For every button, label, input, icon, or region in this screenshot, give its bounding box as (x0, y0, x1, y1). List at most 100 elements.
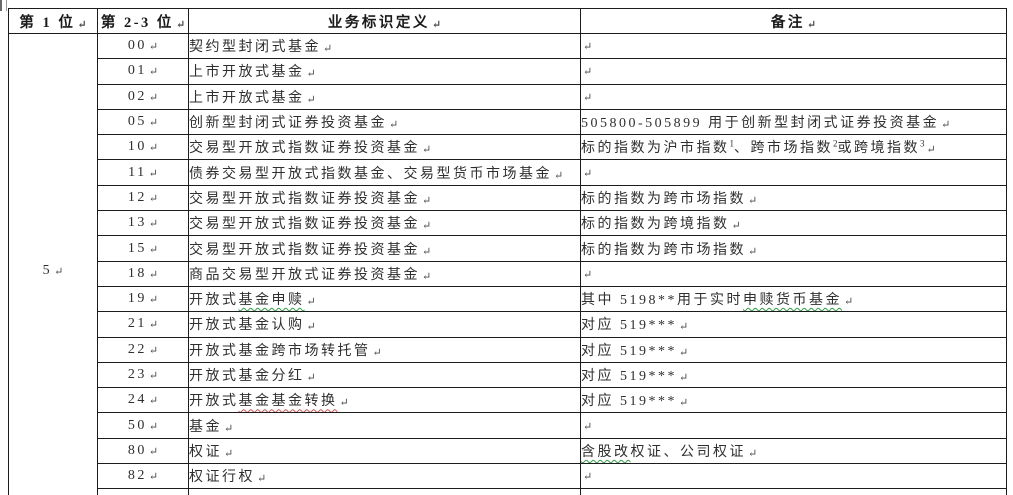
definition-cell: 商品交易型开放式证券投资基金 ↵ (188, 260, 581, 287)
table-row: 22 ↵ 开放式基金跨市场转托管 ↵ 对应 519*** ↵ (9, 336, 1007, 363)
code-value: 80 (127, 442, 147, 458)
table-row: 23 ↵ 开放式基金分红 ↵ 对应 519*** ↵ (9, 361, 1007, 389)
footnote-superscript: 2 (833, 138, 838, 149)
return-mark: ↵ (175, 18, 186, 31)
header-label: 第 1 位 (19, 14, 76, 31)
return-mark: ↵ (554, 169, 564, 182)
code-cell: 12 ↵ (97, 184, 189, 212)
text-segment: 交易型开放式指数证券投资基金 (189, 217, 420, 233)
code-value: 23 (127, 367, 147, 382)
text-segment: 标的指数为跨市场指数 (581, 191, 746, 207)
return-mark: ↵ (844, 296, 854, 309)
return-mark: ↵ (54, 266, 64, 279)
text-segment: 债券交易型开放式指数基金、交易型货币市场基金 (189, 166, 552, 182)
return-mark: ↵ (422, 144, 432, 157)
text-segment: 505800-505899 用于创新型封闭式证券投资基金 (581, 116, 940, 132)
definition-cell: 交易型开放式指数证券投资基金 ↵ (188, 210, 581, 237)
return-mark: ↵ (148, 66, 159, 79)
return-mark: ↵ (148, 344, 159, 357)
return-mark: ↵ (306, 321, 316, 334)
code-cell: 01 ↵ (97, 58, 189, 85)
text-segment: 标的指数为沪市指数 (581, 141, 730, 157)
text-segment: 或跨境指数 (837, 141, 920, 157)
return-mark: ↵ (926, 144, 936, 157)
code-cell: 19 ↵ (97, 285, 189, 313)
return-mark: ↵ (148, 91, 159, 104)
text-segment: 基金 (189, 419, 222, 435)
code-cell: 18 ↵ (97, 260, 189, 287)
return-mark: ↵ (148, 471, 159, 484)
text-segment: 对应 519*** (581, 343, 677, 359)
text-segment: 开放式基金认购 (189, 318, 305, 334)
text-segment: 权证行权 (189, 470, 255, 486)
code-cell: 23 ↵ (97, 361, 189, 389)
definition-cell: 权证 ↵ (188, 437, 581, 465)
return-mark: ↵ (748, 194, 758, 207)
table-body: 5 ↵ 00 ↵ 契约型封闭式基金 ↵ ↵ 01 ↵ 上市开放式基金 ↵ ↵ 02 ↵ 上市开放式基金 ↵ ↵ 0… (8, 32, 1007, 495)
code-cell: 21 ↵ (97, 311, 189, 338)
code-cell: 15 ↵ (97, 235, 189, 262)
return-mark: ↵ (748, 447, 758, 460)
return-mark: ↵ (224, 447, 234, 460)
code-value: 01 (127, 63, 147, 79)
return-mark: ↵ (583, 471, 593, 484)
return-mark: ↵ (148, 167, 158, 180)
definition-cell: 开放式基金申赎 ↵ (188, 285, 581, 313)
return-mark: ↵ (257, 473, 267, 486)
text-segment: 契约型封闭式基金 (189, 40, 321, 56)
remark-cell: 505800-505899 用于创新型封闭式证券投资基金 ↵ (580, 108, 1007, 136)
first-digit-value: 5 (42, 263, 53, 279)
return-mark: ↵ (148, 142, 159, 155)
text-segment: 上市开放式基金 (189, 90, 305, 106)
footnote-superscript: 1 (729, 138, 735, 149)
table-row: 10 ↵ 交易型开放式指数证券投资基金 ↵ 标的指数为沪市指数1、跨市场指数2或跨境指数… (9, 134, 1007, 161)
footnote-superscript: 3 (920, 138, 925, 149)
return-mark: ↵ (306, 296, 316, 309)
text-segment: 开放式 (189, 394, 239, 410)
text-segment: 权证 (189, 444, 222, 460)
return-mark: ↵ (679, 397, 689, 410)
definition-cell: 契约型封闭式基金 ↵ (188, 32, 581, 60)
return-mark: ↵ (148, 41, 159, 54)
remark-cell: ↵ (580, 260, 1007, 287)
table-row: 80 ↵ 权证 ↵ 含股改权证、公司权证 ↵ (9, 437, 1007, 465)
return-mark: ↵ (422, 220, 432, 233)
spellcheck-segment: 含股改 (581, 444, 631, 460)
remark-cell: ↵ (580, 463, 1007, 490)
remark-cell: 其中 5198**用于实时申赎货币基金 ↵ (580, 285, 1007, 313)
code-value: 15 (127, 240, 147, 256)
return-mark: ↵ (679, 321, 689, 334)
header-row: 第 1 位 ↵ 第 2-3 位 ↵ 业务标识定义 ↵ 备注 ↵ (8, 8, 1007, 34)
code-cell: 00 ↵ (97, 32, 189, 60)
text-segment: 标的指数为跨境指数 (581, 217, 730, 233)
code-cell: 82 ↵ (97, 463, 189, 490)
remark-cell: 标的指数为跨市场指数 ↵ (580, 184, 1007, 212)
return-mark: ↵ (148, 192, 159, 205)
remark-cell: ↵ (580, 159, 1007, 186)
text-segment: 商品交易型开放式证券投资基金 (189, 267, 420, 283)
code-value: 00 (127, 38, 147, 54)
header-label: 备注 (770, 14, 805, 31)
code-cell: 22 ↵ (97, 336, 189, 363)
return-mark: ↵ (148, 218, 159, 231)
definition-cell: 交易型开放式指数证券投资基金 ↵ (188, 235, 581, 262)
code-value: 82 (127, 468, 147, 484)
code-value: 24 (127, 392, 147, 408)
return-mark: ↵ (372, 346, 382, 359)
table-row: 01 ↵ 上市开放式基金 ↵ ↵ (9, 58, 1007, 85)
definition-cell: 权证行权 ↵ (188, 463, 581, 490)
header-remark: 备注 ↵ (580, 8, 1007, 34)
text-segment: 权证、公司权证 (630, 444, 746, 460)
definition-cell: 开放式基金基金转换 ↵ (188, 387, 581, 414)
remark-cell: ↵ (580, 83, 1007, 110)
return-mark: ↵ (748, 245, 758, 258)
code-value: 02 (127, 88, 147, 104)
code-cell: 11 ↵ (97, 159, 189, 186)
code-value: 18 (127, 265, 147, 281)
return-mark: ↵ (224, 422, 234, 435)
code-cell: 50 ↵ (97, 412, 189, 439)
definition-cell: 上市开放式基金 ↵ (188, 58, 581, 85)
code-cell: 02 ↵ (97, 83, 189, 110)
header-label: 第 2-3 位 (100, 14, 174, 31)
return-mark: ↵ (583, 268, 593, 281)
